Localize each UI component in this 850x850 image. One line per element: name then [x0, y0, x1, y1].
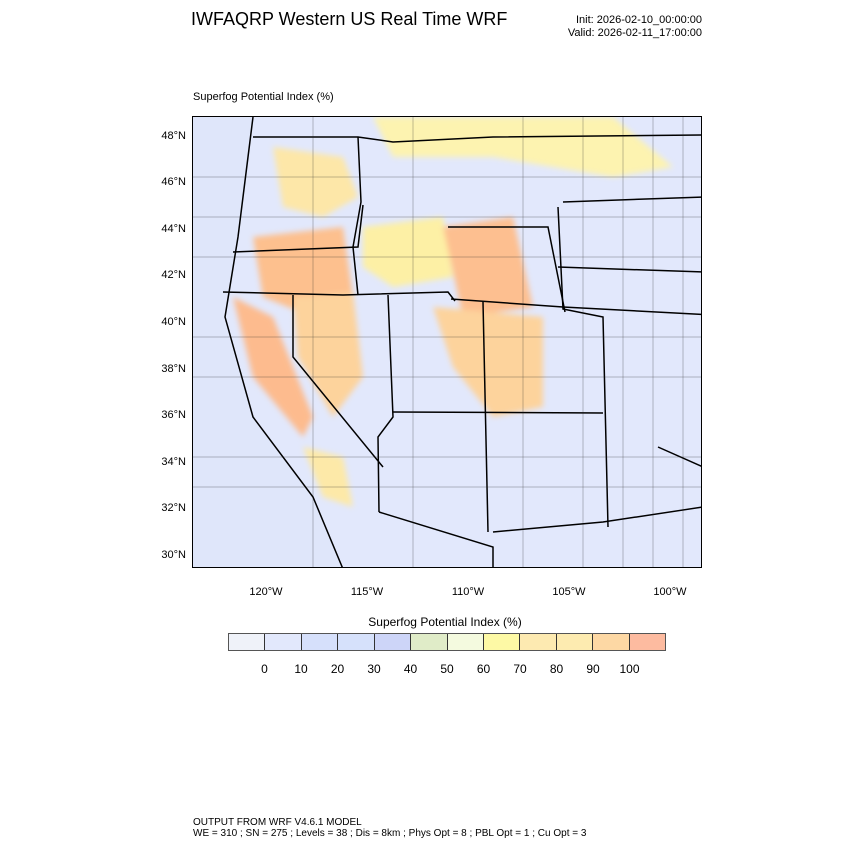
colorbar-label: 10: [294, 662, 308, 676]
plot-title: IWFAQRP Western US Real Time WRF: [191, 9, 508, 29]
colorbar-box: [338, 634, 375, 650]
state-borders: [222, 134, 701, 567]
fog-region-nevada: [293, 292, 363, 417]
lat-label: 48°N: [161, 130, 186, 142]
colorbar-box: [556, 634, 594, 650]
colorbar-label: 0: [261, 662, 268, 676]
colorbar-box: [229, 634, 266, 650]
fog-region-wyoming: [443, 217, 533, 317]
colorbar-label: 90: [586, 662, 600, 676]
field-title: Superfog Potential Index (%): [193, 91, 334, 103]
coastline: [224, 117, 343, 567]
colorbar-box: [593, 634, 630, 650]
colorbar-box: [447, 634, 484, 650]
colorbar-label: 100: [619, 662, 640, 676]
footer-config: WE = 310 ; SN = 275 ; Levels = 38 ; Dis …: [193, 828, 587, 839]
lat-label: 38°N: [161, 363, 186, 375]
footer-model: OUTPUT FROM WRF V4.6.1 MODEL: [193, 817, 362, 828]
lon-label: 120°W: [249, 586, 283, 598]
fog-region-columbia: [273, 147, 358, 217]
fog-potential-field: [233, 117, 673, 507]
colorbar-box: [483, 634, 521, 650]
colorbar: [228, 633, 666, 651]
lon-label: 110°W: [451, 586, 485, 598]
valid-time: Valid: 2026-02-11_17:00:00: [567, 27, 702, 39]
fog-region-snake: [363, 217, 453, 287]
county-borders: [193, 117, 701, 567]
lon-label: 100°W: [653, 586, 687, 598]
lon-label: 105°W: [552, 586, 586, 598]
lat-label: 34°N: [161, 456, 186, 468]
colorbar-label: 20: [330, 662, 345, 676]
colorbar-label: 80: [549, 662, 564, 676]
lat-label: 32°N: [161, 502, 186, 514]
lat-label: 44°N: [161, 223, 186, 235]
fog-region-colorado: [433, 307, 543, 417]
lat-label: 46°N: [161, 176, 186, 188]
colorbar-box: [265, 634, 302, 650]
lat-label: 40°N: [161, 316, 186, 328]
lat-label: 30°N: [161, 549, 186, 561]
lon-label: 115°W: [350, 586, 384, 598]
map-canvas: [193, 117, 701, 567]
fog-region-central-valley: [233, 297, 313, 437]
colorbar-box: [520, 634, 557, 650]
colorbar-label: 40: [403, 662, 418, 676]
ocean-area: [193, 117, 343, 567]
lat-label: 42°N: [161, 269, 186, 281]
colorbar-label: 30: [367, 662, 381, 676]
colorbar-label: 50: [440, 662, 454, 676]
colorbar-box: [629, 634, 666, 650]
colorbar-label: 70: [513, 662, 527, 676]
lat-label: 36°N: [161, 409, 186, 421]
colorbar-box: [374, 634, 412, 650]
init-time: Init: 2026-02-10_00:00:00: [576, 14, 702, 26]
colorbar-label: 60: [476, 662, 491, 676]
colorbar-box: [411, 634, 448, 650]
map-panel: [192, 116, 702, 568]
colorbar-box: [301, 634, 339, 650]
fog-region-socal: [303, 447, 353, 507]
colorbar-title: Superfog Potential Index (%): [368, 615, 522, 629]
